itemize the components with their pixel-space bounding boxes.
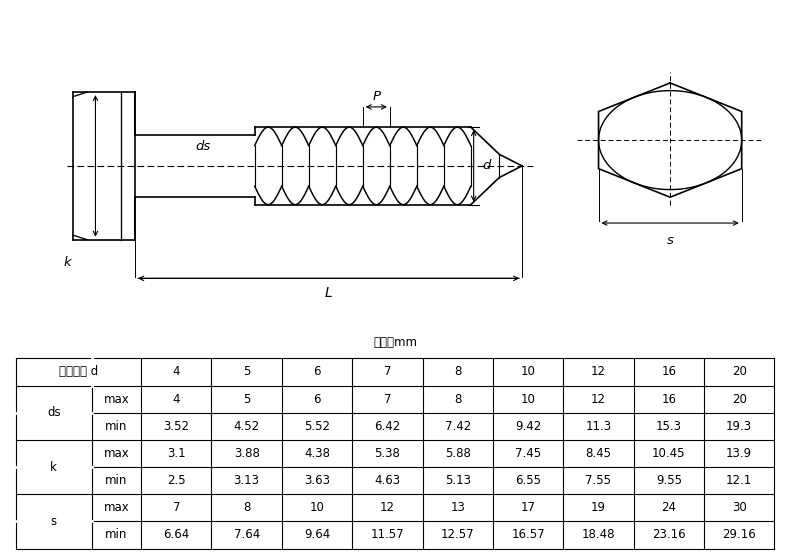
Text: 12: 12 (591, 366, 606, 378)
Text: 6: 6 (314, 366, 321, 378)
Text: 10.45: 10.45 (652, 447, 686, 460)
Text: 13.9: 13.9 (726, 447, 752, 460)
Text: 3.88: 3.88 (234, 447, 260, 460)
Text: 12: 12 (591, 393, 606, 405)
Text: 16: 16 (661, 366, 676, 378)
Text: 4.52: 4.52 (234, 420, 260, 433)
Text: 16.57: 16.57 (511, 529, 545, 541)
Text: 12.57: 12.57 (441, 529, 475, 541)
Text: 20: 20 (732, 366, 747, 378)
Text: 6: 6 (314, 393, 321, 405)
Text: min: min (105, 420, 128, 433)
Text: 12: 12 (380, 502, 395, 514)
Text: 7.45: 7.45 (515, 447, 541, 460)
Text: 3.13: 3.13 (234, 474, 260, 487)
Text: 10: 10 (521, 366, 536, 378)
Text: 7.42: 7.42 (445, 420, 471, 433)
Text: 7: 7 (384, 393, 391, 405)
Text: 30: 30 (732, 502, 747, 514)
Text: 19.3: 19.3 (726, 420, 752, 433)
Text: max: max (103, 447, 130, 460)
Text: 5: 5 (243, 393, 250, 405)
Text: s: s (667, 234, 674, 247)
Text: 5.38: 5.38 (374, 447, 401, 460)
Text: 7: 7 (384, 366, 391, 378)
Text: 11.57: 11.57 (371, 529, 404, 541)
Text: 5.52: 5.52 (304, 420, 330, 433)
Text: k: k (63, 256, 71, 269)
Text: 19: 19 (591, 502, 606, 514)
Text: 24: 24 (661, 502, 676, 514)
Text: 单位：mm: 单位：mm (373, 336, 417, 349)
Text: 23.16: 23.16 (652, 529, 686, 541)
Text: 7.55: 7.55 (585, 474, 611, 487)
Text: 4: 4 (172, 393, 180, 405)
Text: 5.88: 5.88 (445, 447, 471, 460)
Text: 11.3: 11.3 (585, 420, 611, 433)
Text: 20: 20 (732, 393, 747, 405)
Text: 6.55: 6.55 (515, 474, 541, 487)
Text: 8: 8 (243, 502, 250, 514)
Text: 16: 16 (661, 393, 676, 405)
Text: max: max (103, 393, 130, 405)
Text: 10: 10 (521, 393, 536, 405)
Text: k: k (51, 461, 57, 473)
Text: 4: 4 (172, 366, 180, 378)
Text: 13: 13 (450, 502, 465, 514)
Text: 3.1: 3.1 (167, 447, 186, 460)
Text: 9.64: 9.64 (304, 529, 330, 541)
Text: 10: 10 (310, 502, 325, 514)
Text: 4.63: 4.63 (374, 474, 401, 487)
Text: s: s (51, 515, 57, 528)
Text: 9.42: 9.42 (515, 420, 541, 433)
Text: 6.42: 6.42 (374, 420, 401, 433)
Text: 8: 8 (454, 393, 461, 405)
Text: 18.48: 18.48 (581, 529, 615, 541)
Text: 8: 8 (454, 366, 461, 378)
Text: P: P (372, 90, 380, 103)
Text: 2.5: 2.5 (167, 474, 186, 487)
Text: min: min (105, 474, 128, 487)
Text: 3.63: 3.63 (304, 474, 330, 487)
Text: 29.16: 29.16 (722, 529, 756, 541)
Text: 5.13: 5.13 (445, 474, 471, 487)
Text: d: d (482, 159, 491, 173)
Text: min: min (105, 529, 128, 541)
Text: 6.64: 6.64 (164, 529, 190, 541)
Text: 8.45: 8.45 (585, 447, 611, 460)
Text: 4.38: 4.38 (304, 447, 330, 460)
Text: L: L (325, 286, 333, 300)
Text: 公称直径 d: 公称直径 d (58, 366, 98, 378)
Text: 12.1: 12.1 (726, 474, 752, 487)
Text: ds: ds (196, 140, 211, 153)
Text: 15.3: 15.3 (656, 420, 682, 433)
Text: 7: 7 (172, 502, 180, 514)
Text: 9.55: 9.55 (656, 474, 682, 487)
Text: 3.52: 3.52 (164, 420, 190, 433)
Text: max: max (103, 502, 130, 514)
Text: 7.64: 7.64 (234, 529, 260, 541)
Text: ds: ds (47, 406, 61, 419)
Text: 5: 5 (243, 366, 250, 378)
Text: 17: 17 (521, 502, 536, 514)
